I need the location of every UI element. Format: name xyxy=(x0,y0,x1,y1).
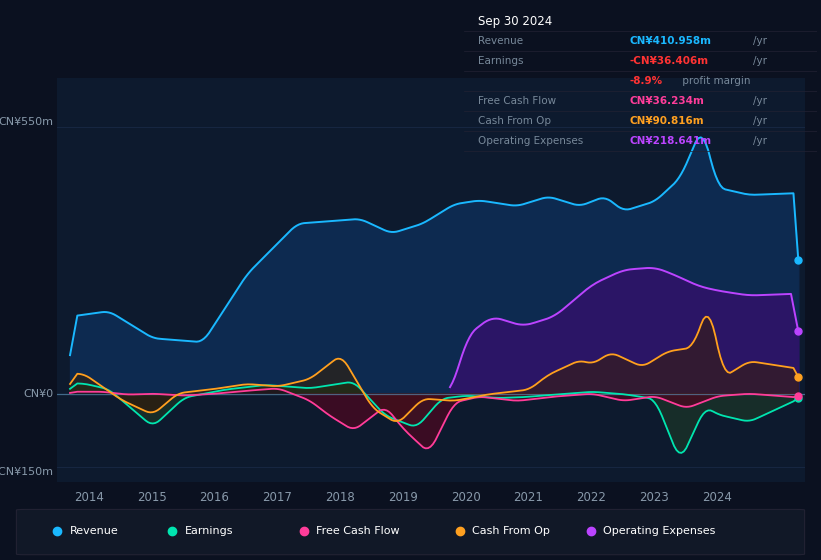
Text: CN¥36.234m: CN¥36.234m xyxy=(630,96,704,106)
Text: Free Cash Flow: Free Cash Flow xyxy=(478,96,556,106)
Text: CN¥550m: CN¥550m xyxy=(0,117,53,127)
Text: Operating Expenses: Operating Expenses xyxy=(603,526,716,535)
Text: -CN¥150m: -CN¥150m xyxy=(0,467,53,477)
Text: Revenue: Revenue xyxy=(478,36,523,46)
Text: Sep 30 2024: Sep 30 2024 xyxy=(478,15,553,27)
Text: CN¥218.641m: CN¥218.641m xyxy=(630,136,712,146)
Text: CN¥90.816m: CN¥90.816m xyxy=(630,116,704,126)
Text: Earnings: Earnings xyxy=(185,526,233,535)
Text: Revenue: Revenue xyxy=(70,526,118,535)
Text: profit margin: profit margin xyxy=(679,76,750,86)
Text: /yr: /yr xyxy=(754,56,768,66)
Text: /yr: /yr xyxy=(754,116,768,126)
Text: /yr: /yr xyxy=(754,36,768,46)
Text: -CN¥36.406m: -CN¥36.406m xyxy=(630,56,709,66)
Text: Earnings: Earnings xyxy=(478,56,524,66)
Text: /yr: /yr xyxy=(754,136,768,146)
Text: CN¥0: CN¥0 xyxy=(24,389,53,399)
Text: Free Cash Flow: Free Cash Flow xyxy=(316,526,400,535)
Text: Cash From Op: Cash From Op xyxy=(472,526,550,535)
Text: -8.9%: -8.9% xyxy=(630,76,663,86)
Text: CN¥410.958m: CN¥410.958m xyxy=(630,36,712,46)
FancyBboxPatch shape xyxy=(16,510,805,555)
Text: Cash From Op: Cash From Op xyxy=(478,116,551,126)
Text: Operating Expenses: Operating Expenses xyxy=(478,136,583,146)
Text: /yr: /yr xyxy=(754,96,768,106)
